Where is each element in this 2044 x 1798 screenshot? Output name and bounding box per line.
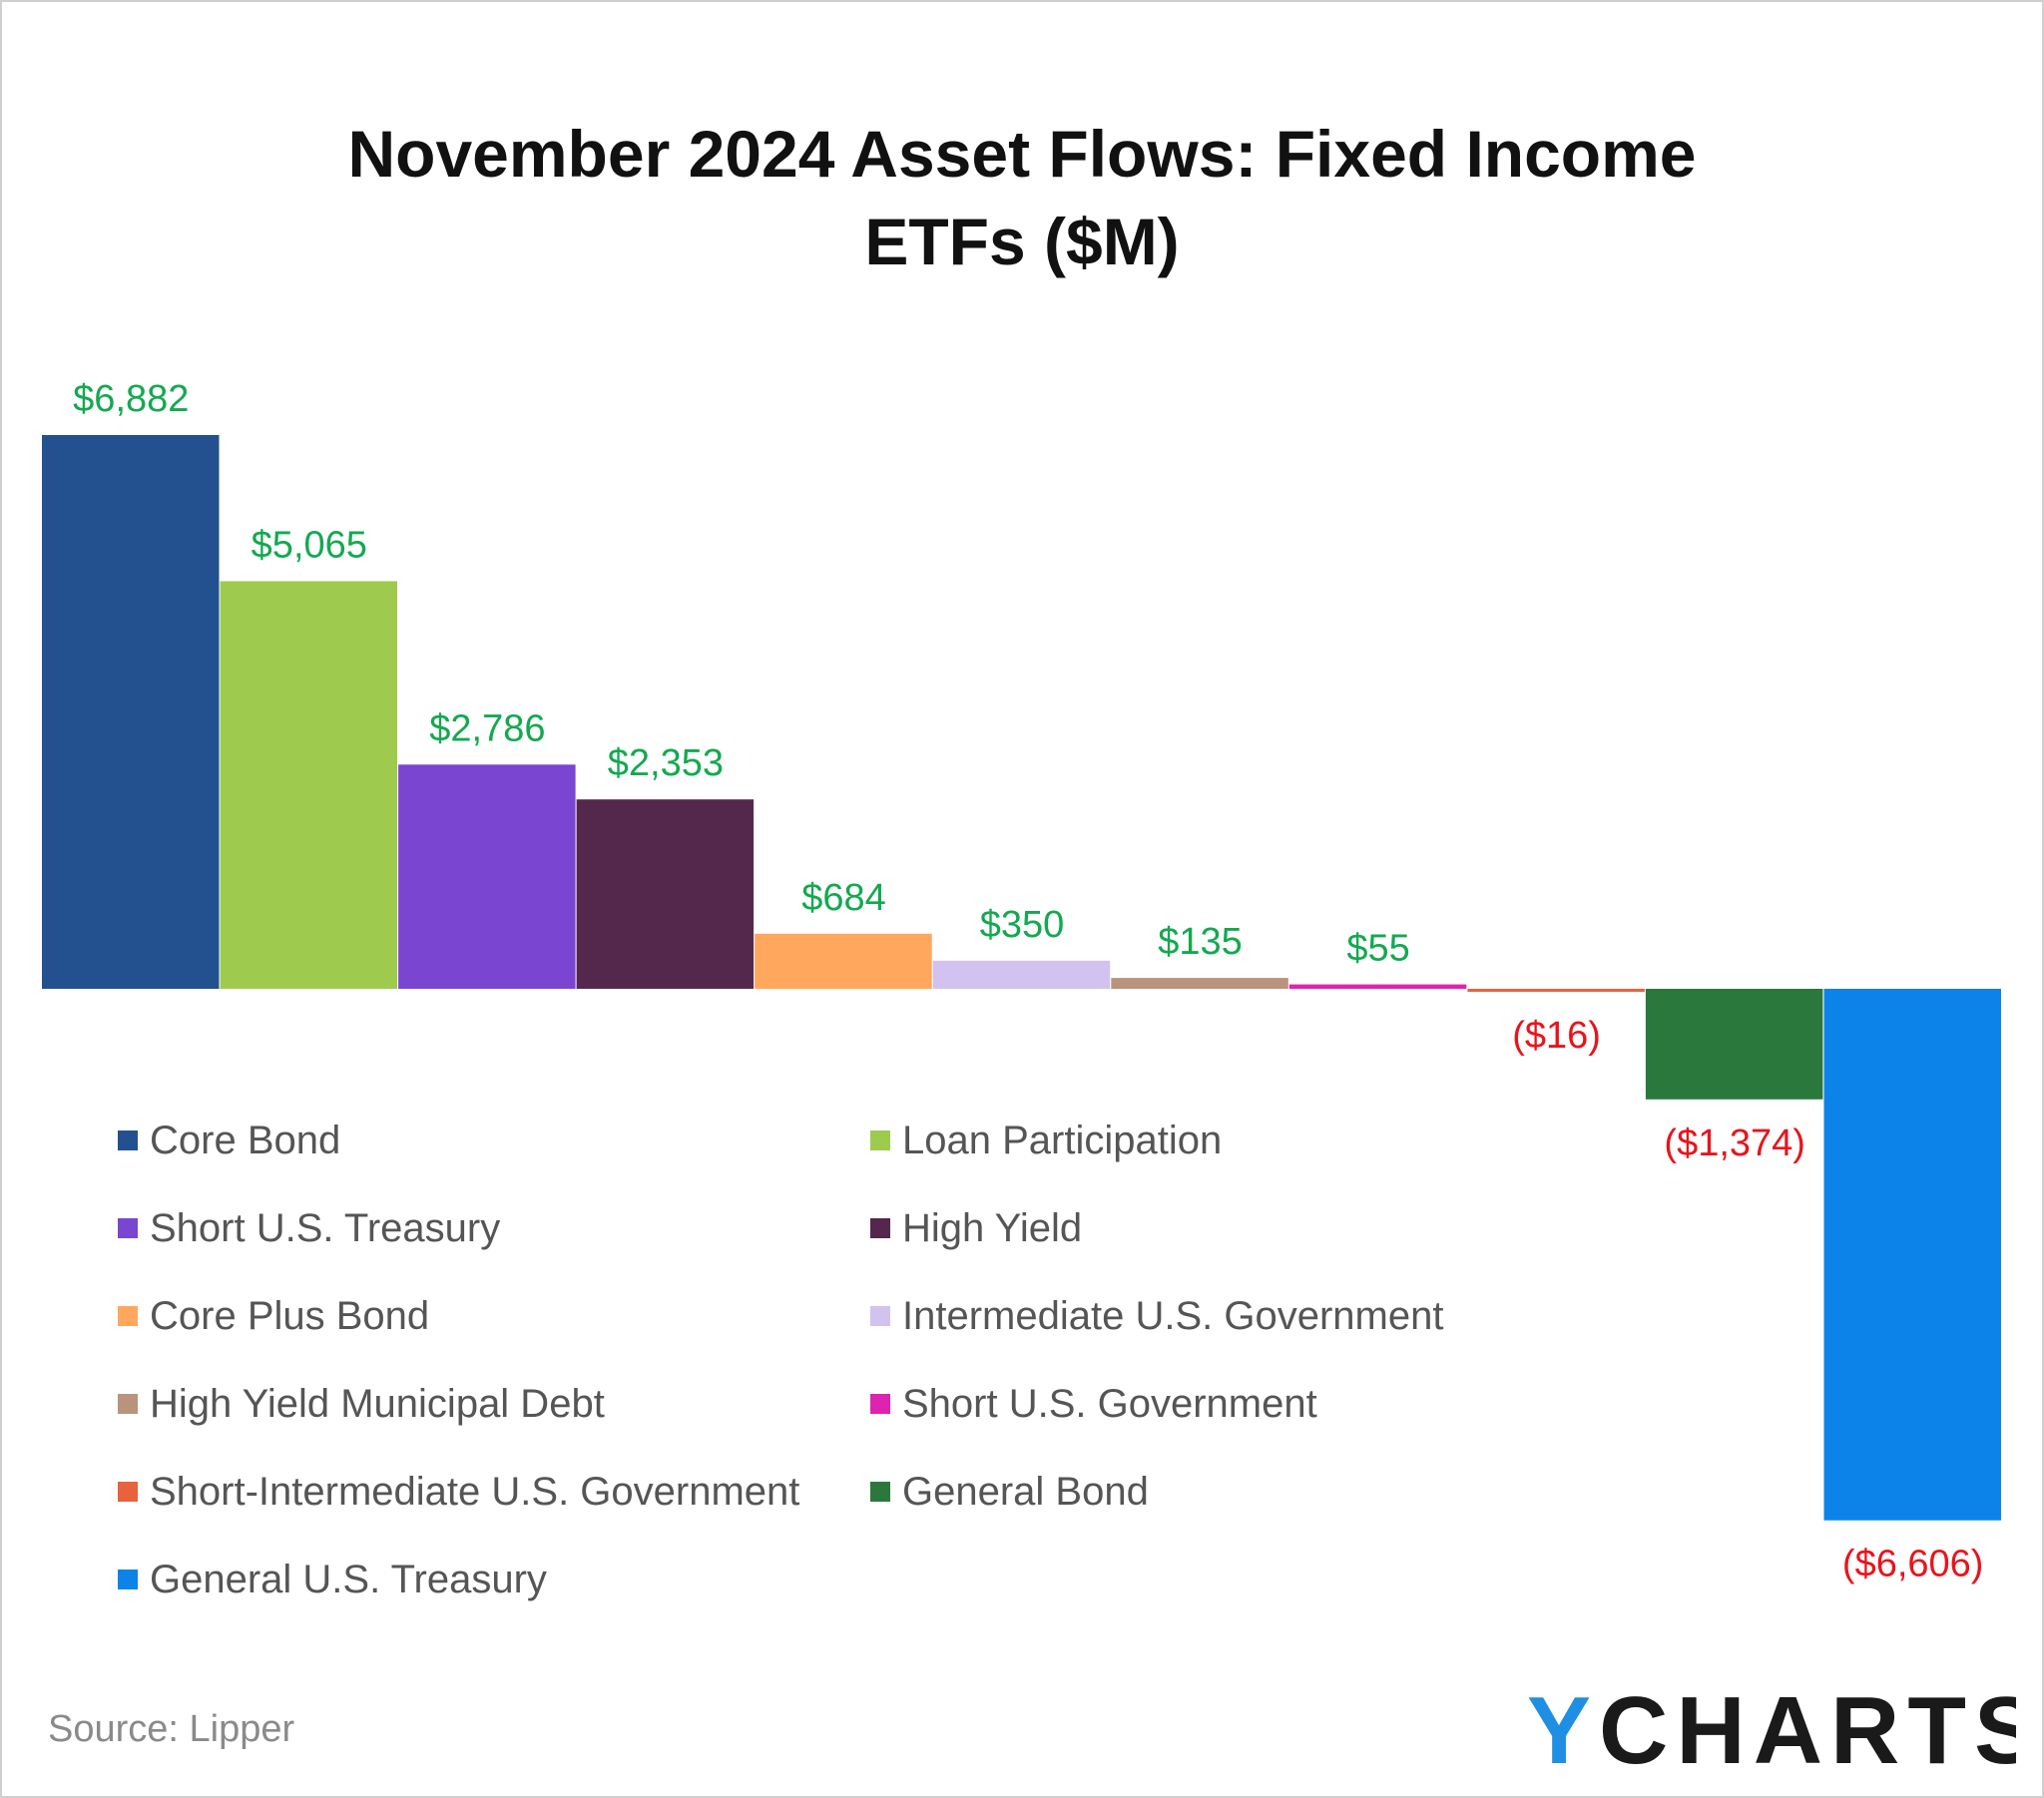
legend-swatch [870, 1306, 890, 1326]
bar-high-yield-municipal-debt [1111, 978, 1288, 989]
data-label-high-yield: $2,353 [608, 742, 724, 784]
legend-item-high-yield-municipal-debt: High Yield Municipal Debt [118, 1374, 870, 1434]
legend-label: Core Bond [150, 1118, 341, 1162]
data-label-intermediate-u-s-government: $350 [980, 904, 1065, 946]
bar-core-plus-bond [755, 933, 932, 989]
legend-swatch [118, 1306, 138, 1326]
data-label-high-yield-municipal-debt: $135 [1158, 921, 1243, 963]
bar-core-bond [42, 435, 220, 989]
data-label-short-u-s-government: $55 [1346, 928, 1409, 970]
logo-letter-y: Y [1527, 1681, 1599, 1771]
legend-swatch [118, 1218, 138, 1238]
legend-label: Short-Intermediate U.S. Government [150, 1469, 800, 1514]
legend-swatch [870, 1394, 890, 1414]
legend-label: Short U.S. Treasury [150, 1205, 501, 1250]
legend-item-short-u-s-government: Short U.S. Government [870, 1374, 1535, 1434]
legend-label: General U.S. Treasury [150, 1557, 547, 1601]
legend-item-intermediate-u-s-government: Intermediate U.S. Government [870, 1286, 1535, 1346]
legend-item-short-u-s-treasury: Short U.S. Treasury [118, 1198, 870, 1258]
legend-label: Core Plus Bond [150, 1293, 430, 1338]
bar-short-u-s-treasury [398, 764, 576, 989]
legend-item-high-yield: High Yield [870, 1198, 1535, 1258]
bar-high-yield [576, 799, 755, 989]
legend-item-core-plus-bond: Core Plus Bond [118, 1286, 870, 1346]
legend-label: General Bond [902, 1469, 1149, 1514]
legend-label: Short U.S. Government [902, 1381, 1317, 1426]
legend-swatch [118, 1394, 138, 1414]
legend-item-core-bond: Core Bond [118, 1111, 870, 1170]
legend-swatch [118, 1570, 138, 1589]
legend-item-general-bond: General Bond [870, 1462, 1535, 1522]
bar-short-u-s-government [1288, 984, 1467, 989]
chart-title: November 2024 Asset Flows: Fixed Income … [0, 110, 2044, 285]
legend-swatch [870, 1130, 890, 1150]
data-label-general-u-s-treasury: ($6,606) [1842, 1544, 1984, 1585]
legend-item-general-u-s-treasury: General U.S. Treasury [118, 1550, 870, 1609]
data-label-loan-participation: $5,065 [252, 525, 367, 567]
data-label-general-bond: ($1,374) [1664, 1123, 1805, 1164]
bar-intermediate-u-s-government [932, 960, 1111, 989]
legend-label: Loan Participation [902, 1118, 1223, 1162]
chart-legend: Core Bond Loan Participation Short U.S. Tr… [118, 1111, 1535, 1637]
data-label-core-bond: $6,882 [73, 378, 189, 420]
legend-swatch [870, 1482, 890, 1502]
svg-text:YCHARTS: YCHARTS [1527, 1681, 2016, 1771]
bar-general-bond [1645, 989, 1823, 1100]
data-label-short-intermediate-u-s-government: ($16) [1512, 1015, 1601, 1057]
legend-swatch [870, 1218, 890, 1238]
legend-item-short-intermediate-u-s-government: Short-Intermediate U.S. Government [118, 1462, 870, 1522]
legend-item-loan-participation: Loan Participation [870, 1111, 1535, 1170]
legend-swatch [118, 1482, 138, 1502]
legend-label: High Yield [902, 1205, 1083, 1250]
chart-title-line-2: ETFs ($M) [864, 205, 1180, 278]
logo-wordmark: CHARTS [1599, 1681, 2016, 1771]
data-label-core-plus-bond: $684 [801, 877, 886, 919]
bar-loan-participation [220, 581, 397, 989]
legend-label: Intermediate U.S. Government [902, 1293, 1444, 1338]
source-note: Source: Lipper [48, 1708, 295, 1750]
legend-swatch [118, 1130, 138, 1150]
bar-short-intermediate-u-s-government [1467, 989, 1645, 992]
ycharts-logo: YCHARTS [1527, 1681, 2016, 1771]
bar-general-u-s-treasury [1823, 989, 2001, 1521]
chart-title-line-1: November 2024 Asset Flows: Fixed Income [347, 117, 1697, 191]
data-label-short-u-s-treasury: $2,786 [429, 707, 545, 749]
legend-label: High Yield Municipal Debt [150, 1381, 605, 1426]
